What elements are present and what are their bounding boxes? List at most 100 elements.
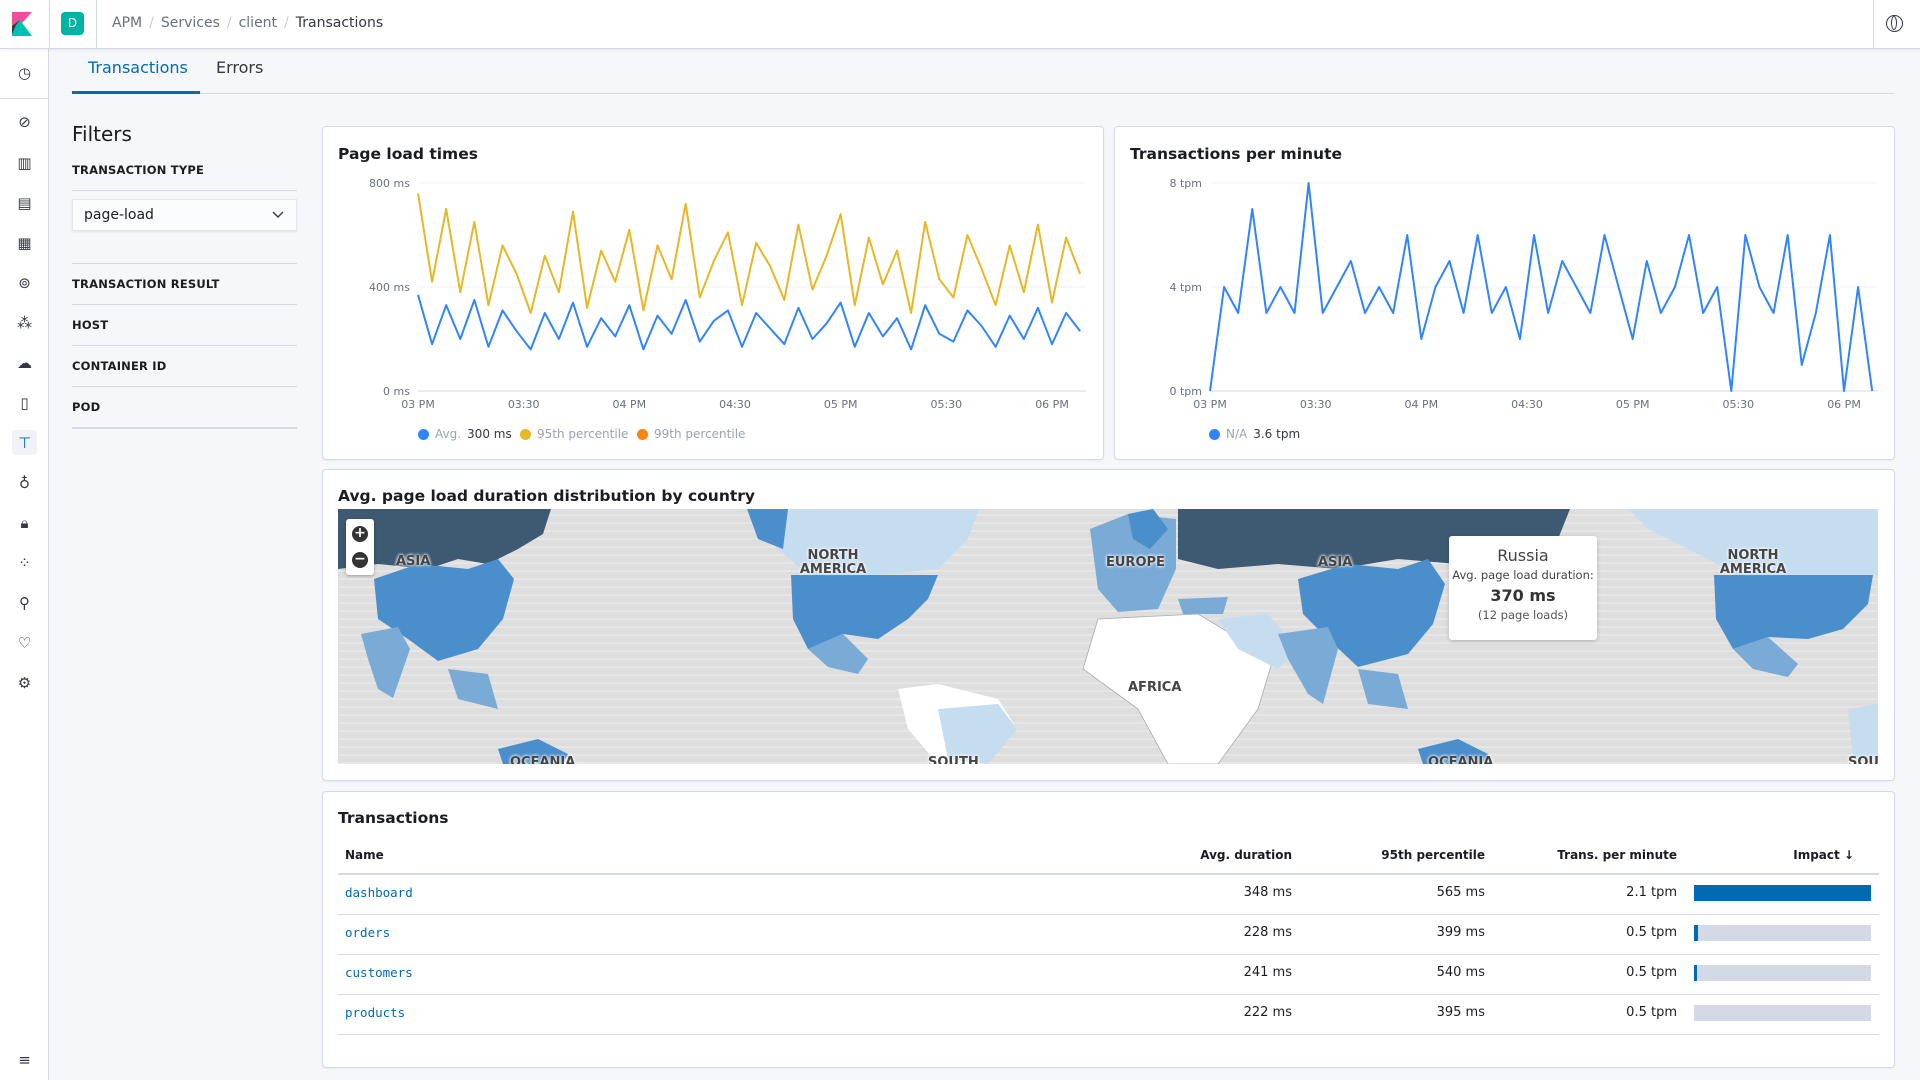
visualize-icon[interactable]: ▥ bbox=[17, 153, 32, 172]
divider bbox=[338, 914, 1879, 915]
dashboard-icon[interactable]: ▤ bbox=[17, 193, 32, 212]
country-brazil[interactable] bbox=[938, 704, 1017, 764]
x-tick-label: 06 PM bbox=[1035, 398, 1069, 411]
series-line-95th-percentile bbox=[417, 193, 1082, 314]
ml-icon[interactable]: ⁂ bbox=[17, 313, 32, 332]
chevron-down-icon bbox=[272, 211, 284, 218]
country-india-right[interactable] bbox=[1278, 627, 1338, 704]
collapse-icon[interactable]: ≡ bbox=[18, 1050, 31, 1069]
canvas-icon[interactable]: ▦ bbox=[17, 233, 32, 252]
filter-pod[interactable]: POD bbox=[72, 400, 101, 414]
help-globe-icon[interactable] bbox=[1886, 15, 1903, 32]
impact-bar bbox=[1694, 965, 1871, 981]
country-sea-right[interactable] bbox=[1358, 669, 1408, 709]
transaction-type-select[interactable]: page-load bbox=[72, 199, 297, 231]
x-tick-label: 05:30 bbox=[1722, 398, 1754, 411]
map-tooltip: Russia Avg. page load duration: 370 ms (… bbox=[1449, 536, 1597, 640]
space-avatar[interactable]: D bbox=[61, 12, 84, 35]
country-china-right[interactable] bbox=[1298, 559, 1445, 667]
zoom-out-button[interactable]: − bbox=[352, 552, 368, 568]
chart-title: Transactions per minute bbox=[1130, 145, 1343, 163]
map-label-europe: EUROPE bbox=[1106, 555, 1165, 570]
legend-dot bbox=[1209, 428, 1220, 440]
transaction-type-value: page-load bbox=[84, 207, 154, 223]
filter-transaction-result[interactable]: TRANSACTION RESULT bbox=[72, 277, 220, 291]
tab-transactions[interactable]: Transactions bbox=[88, 58, 188, 77]
country-usa-left[interactable] bbox=[791, 575, 938, 649]
transaction-name-link[interactable]: customers bbox=[345, 965, 413, 980]
tab-errors[interactable]: Errors bbox=[216, 58, 264, 77]
legend-item-avg[interactable]: Avg. 300 ms bbox=[418, 427, 512, 441]
country-africa[interactable] bbox=[1082, 613, 1274, 764]
country-china-left[interactable] bbox=[374, 559, 514, 661]
transaction-name-link[interactable]: orders bbox=[345, 925, 391, 940]
breadcrumb-apm[interactable]: APM bbox=[112, 15, 143, 31]
column-header-impact[interactable]: Impact ↓ bbox=[1793, 848, 1854, 862]
country-scandinavia[interactable] bbox=[1128, 509, 1168, 549]
filter-container-id[interactable]: CONTAINER ID bbox=[72, 359, 167, 373]
page-load-times-chart: 0 ms 400 ms 800 ms 03 PM 03:30 04 PM 04:30 05 P… bbox=[369, 177, 1086, 411]
country-map[interactable]: ASIA NORTH AMERICA EUROPE ASIA AFRICA NO… bbox=[338, 509, 1878, 764]
clock-icon[interactable]: ◷ bbox=[17, 63, 32, 82]
russia-left[interactable] bbox=[338, 509, 551, 569]
infrastructure-icon[interactable]: ☁ bbox=[17, 353, 32, 372]
dev-tools-icon[interactable]: ⚲ bbox=[19, 593, 30, 612]
divider bbox=[49, 0, 50, 49]
transaction-name-link[interactable]: products bbox=[345, 1005, 406, 1020]
divider bbox=[338, 873, 1879, 875]
map-shapes bbox=[338, 509, 1878, 764]
divider bbox=[338, 1034, 1879, 1035]
column-header-avg-duration[interactable]: Avg. duration bbox=[1200, 848, 1292, 862]
uptime-icon[interactable]: ♁ bbox=[19, 473, 30, 492]
management-icon[interactable]: ⚙ bbox=[17, 673, 32, 692]
country-mexico-right[interactable] bbox=[1733, 637, 1798, 677]
impact-bar bbox=[1694, 925, 1871, 941]
compass-icon[interactable]: ⊘ bbox=[18, 112, 31, 131]
siem-icon[interactable]: 🔒︎ bbox=[20, 513, 29, 532]
zoom-in-button[interactable]: + bbox=[352, 526, 368, 542]
legend-label: Avg. bbox=[435, 427, 462, 441]
side-nav bbox=[0, 49, 49, 1080]
x-tick-label: 04 PM bbox=[1405, 398, 1439, 411]
legend-label: 95th percentile bbox=[537, 427, 629, 441]
country-canada-right[interactable] bbox=[1628, 509, 1878, 575]
avg-duration-cell: 241 ms bbox=[1243, 965, 1292, 980]
map-title: Avg. page load duration distribution by … bbox=[338, 487, 756, 505]
legend-item-p95[interactable]: 95th percentile bbox=[520, 427, 628, 441]
kibana-logo[interactable] bbox=[12, 12, 32, 36]
legend-item-p99[interactable]: 99th percentile bbox=[637, 427, 745, 441]
country-india-left[interactable] bbox=[361, 627, 410, 698]
graph-icon[interactable]: ⁘ bbox=[18, 553, 31, 572]
impact-bar-fill bbox=[1694, 925, 1698, 941]
country-alaska[interactable] bbox=[747, 509, 788, 549]
country-australia-right[interactable] bbox=[1418, 739, 1488, 764]
maps-icon[interactable]: ⊚ bbox=[18, 273, 31, 292]
breadcrumb-separator: / bbox=[284, 15, 289, 31]
country-middle-east[interactable] bbox=[1218, 614, 1298, 669]
country-usa-right[interactable] bbox=[1714, 575, 1873, 649]
country-mexico-left[interactable] bbox=[808, 634, 868, 674]
impact-bar bbox=[1694, 1005, 1871, 1021]
legend-item-na[interactable]: N/A 3.6 tpm bbox=[1209, 427, 1300, 441]
country-australia-left[interactable] bbox=[498, 739, 568, 764]
breadcrumb-client[interactable]: client bbox=[238, 15, 278, 31]
breadcrumb: APM / Services / client / Transactions bbox=[112, 15, 383, 31]
country-canada-left[interactable] bbox=[747, 509, 979, 575]
column-header-95th-percentile[interactable]: 95th percentile bbox=[1381, 848, 1485, 862]
breadcrumb-services[interactable]: Services bbox=[160, 15, 220, 31]
x-tick-label: 05 PM bbox=[1616, 398, 1650, 411]
country-brazil-right[interactable] bbox=[1848, 704, 1878, 764]
column-header-tpm[interactable]: Trans. per minute bbox=[1557, 848, 1677, 862]
transaction-name-link[interactable]: dashboard bbox=[345, 885, 413, 900]
country-turkey[interactable] bbox=[1178, 597, 1228, 614]
arrow-down-icon: ↓ bbox=[1843, 848, 1854, 862]
apm-icon[interactable]: ⊤ bbox=[12, 430, 37, 455]
column-header-name[interactable]: Name bbox=[345, 848, 384, 862]
logs-icon[interactable]: ▯ bbox=[20, 393, 29, 412]
transactions-panel: Transactions bbox=[322, 791, 1895, 1068]
transactions-title: Transactions bbox=[338, 809, 449, 827]
filter-host[interactable]: HOST bbox=[72, 318, 109, 332]
chart-title: Page load times bbox=[338, 145, 478, 163]
country-sea-left[interactable] bbox=[448, 669, 498, 709]
monitoring-icon[interactable]: ♡ bbox=[17, 633, 32, 652]
